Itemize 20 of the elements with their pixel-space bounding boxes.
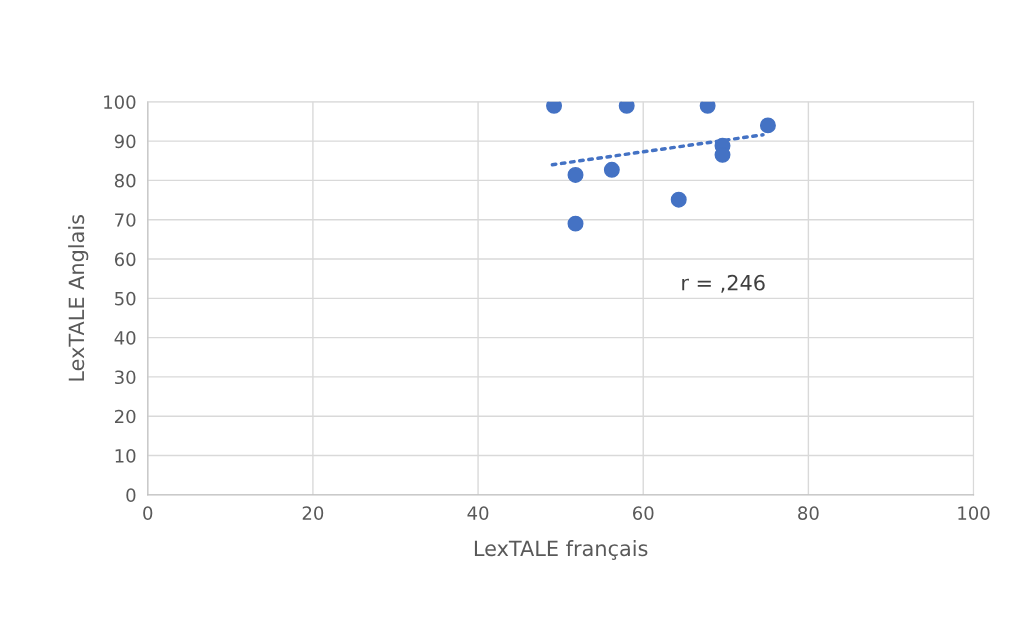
y-tick-label: 30	[115, 370, 136, 385]
y-tick-label: 20	[114, 409, 136, 424]
y-tick-label: 50	[115, 291, 136, 306]
x-tick-label: 100	[958, 506, 990, 520]
y-tick-label: 100	[104, 95, 136, 109]
y-tick-label: 70	[115, 213, 136, 227]
x-tick-label: 40	[467, 506, 489, 520]
y-tick-label: 10	[115, 448, 136, 463]
y-tick-label: 40	[114, 331, 136, 345]
y-axis-title: LexTALE Anglais	[68, 215, 89, 381]
y-tick-label: 90	[114, 134, 136, 149]
x-tick-label: 80	[798, 506, 819, 520]
x-tick-label: 20	[302, 506, 324, 520]
y-tick-label: 60	[114, 252, 136, 267]
y-tick-label: 0	[126, 488, 136, 502]
y-tick-label: 80	[114, 173, 136, 188]
annotation: r = ,246	[682, 274, 765, 293]
x-axis-title: LexTALE français	[474, 540, 648, 560]
x-tick-label: 60	[633, 506, 654, 520]
x-tick-label: 0	[143, 506, 153, 520]
